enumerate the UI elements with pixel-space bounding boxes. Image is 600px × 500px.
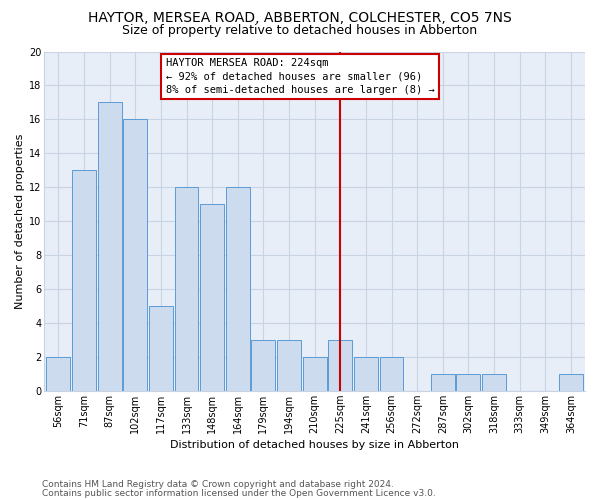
- Bar: [72, 170, 96, 391]
- Bar: [251, 340, 275, 391]
- Bar: [149, 306, 173, 391]
- Bar: [277, 340, 301, 391]
- Bar: [303, 357, 326, 391]
- Y-axis label: Number of detached properties: Number of detached properties: [15, 134, 25, 309]
- Text: Size of property relative to detached houses in Abberton: Size of property relative to detached ho…: [122, 24, 478, 37]
- Bar: [354, 357, 378, 391]
- Bar: [559, 374, 583, 391]
- Bar: [457, 374, 481, 391]
- Bar: [226, 187, 250, 391]
- Text: HAYTOR, MERSEA ROAD, ABBERTON, COLCHESTER, CO5 7NS: HAYTOR, MERSEA ROAD, ABBERTON, COLCHESTE…: [88, 11, 512, 25]
- Text: Contains public sector information licensed under the Open Government Licence v3: Contains public sector information licen…: [42, 489, 436, 498]
- Bar: [482, 374, 506, 391]
- Bar: [98, 102, 122, 391]
- Bar: [46, 357, 70, 391]
- X-axis label: Distribution of detached houses by size in Abberton: Distribution of detached houses by size …: [170, 440, 459, 450]
- Bar: [328, 340, 352, 391]
- Bar: [380, 357, 403, 391]
- Text: Contains HM Land Registry data © Crown copyright and database right 2024.: Contains HM Land Registry data © Crown c…: [42, 480, 394, 489]
- Bar: [200, 204, 224, 391]
- Bar: [431, 374, 455, 391]
- Text: HAYTOR MERSEA ROAD: 224sqm
← 92% of detached houses are smaller (96)
8% of semi-: HAYTOR MERSEA ROAD: 224sqm ← 92% of deta…: [166, 58, 435, 94]
- Bar: [175, 187, 199, 391]
- Bar: [124, 120, 147, 391]
